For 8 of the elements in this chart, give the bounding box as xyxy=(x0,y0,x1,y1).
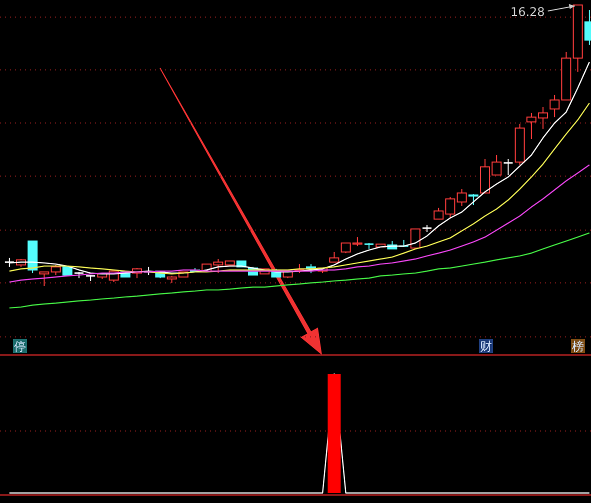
candlestick xyxy=(468,194,478,206)
candlestick xyxy=(50,264,61,276)
candlestick xyxy=(410,228,420,249)
candlestick xyxy=(456,188,467,206)
candlestick xyxy=(39,271,50,286)
candlestick xyxy=(502,158,514,176)
annotation: 16.28 xyxy=(510,5,545,19)
candlestick xyxy=(329,252,340,263)
